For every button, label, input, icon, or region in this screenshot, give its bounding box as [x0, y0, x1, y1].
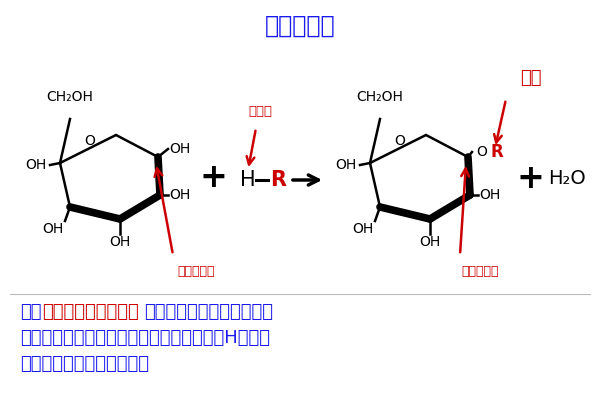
Text: O: O [395, 134, 406, 148]
Text: 端基碳原子: 端基碳原子 [177, 265, 215, 278]
Text: OH: OH [169, 142, 191, 156]
Text: 半缩醛（或酮）羟基: 半缩醛（或酮）羟基 [43, 303, 139, 321]
Text: O: O [85, 134, 95, 148]
Text: CH₂OH: CH₂OH [356, 90, 403, 104]
Text: 嘌呤或嘧啶）的羟基、胺基或巯基上的活性H发生脱: 嘌呤或嘧啶）的羟基、胺基或巯基上的活性H发生脱 [20, 329, 270, 347]
Text: 糖成苷反应: 糖成苷反应 [265, 14, 335, 38]
Text: CH₂OH: CH₂OH [47, 90, 94, 104]
Text: 苷元: 苷元 [520, 69, 542, 87]
Text: OH: OH [479, 188, 500, 202]
Text: OH: OH [25, 158, 47, 172]
Text: R: R [491, 143, 503, 161]
Text: OH: OH [169, 188, 191, 202]
Text: O: O [476, 145, 487, 159]
Text: 活性氢: 活性氢 [248, 105, 272, 118]
Text: H: H [240, 170, 256, 190]
Text: +: + [199, 161, 227, 194]
Text: OH: OH [419, 235, 440, 249]
Text: OH: OH [109, 235, 131, 249]
Text: R: R [270, 170, 286, 190]
Text: OH: OH [335, 158, 356, 172]
Text: 水缩合反应，则会形成苷。: 水缩合反应，则会形成苷。 [20, 355, 149, 373]
Text: 糖的: 糖的 [20, 303, 41, 321]
Text: H₂O: H₂O [548, 169, 586, 187]
Text: 端基碳原子: 端基碳原子 [461, 265, 499, 278]
Text: +: + [516, 162, 544, 194]
Text: 与另一个分子（如醇、糖、: 与另一个分子（如醇、糖、 [145, 303, 274, 321]
Text: OH: OH [352, 222, 374, 236]
Text: OH: OH [43, 222, 64, 236]
